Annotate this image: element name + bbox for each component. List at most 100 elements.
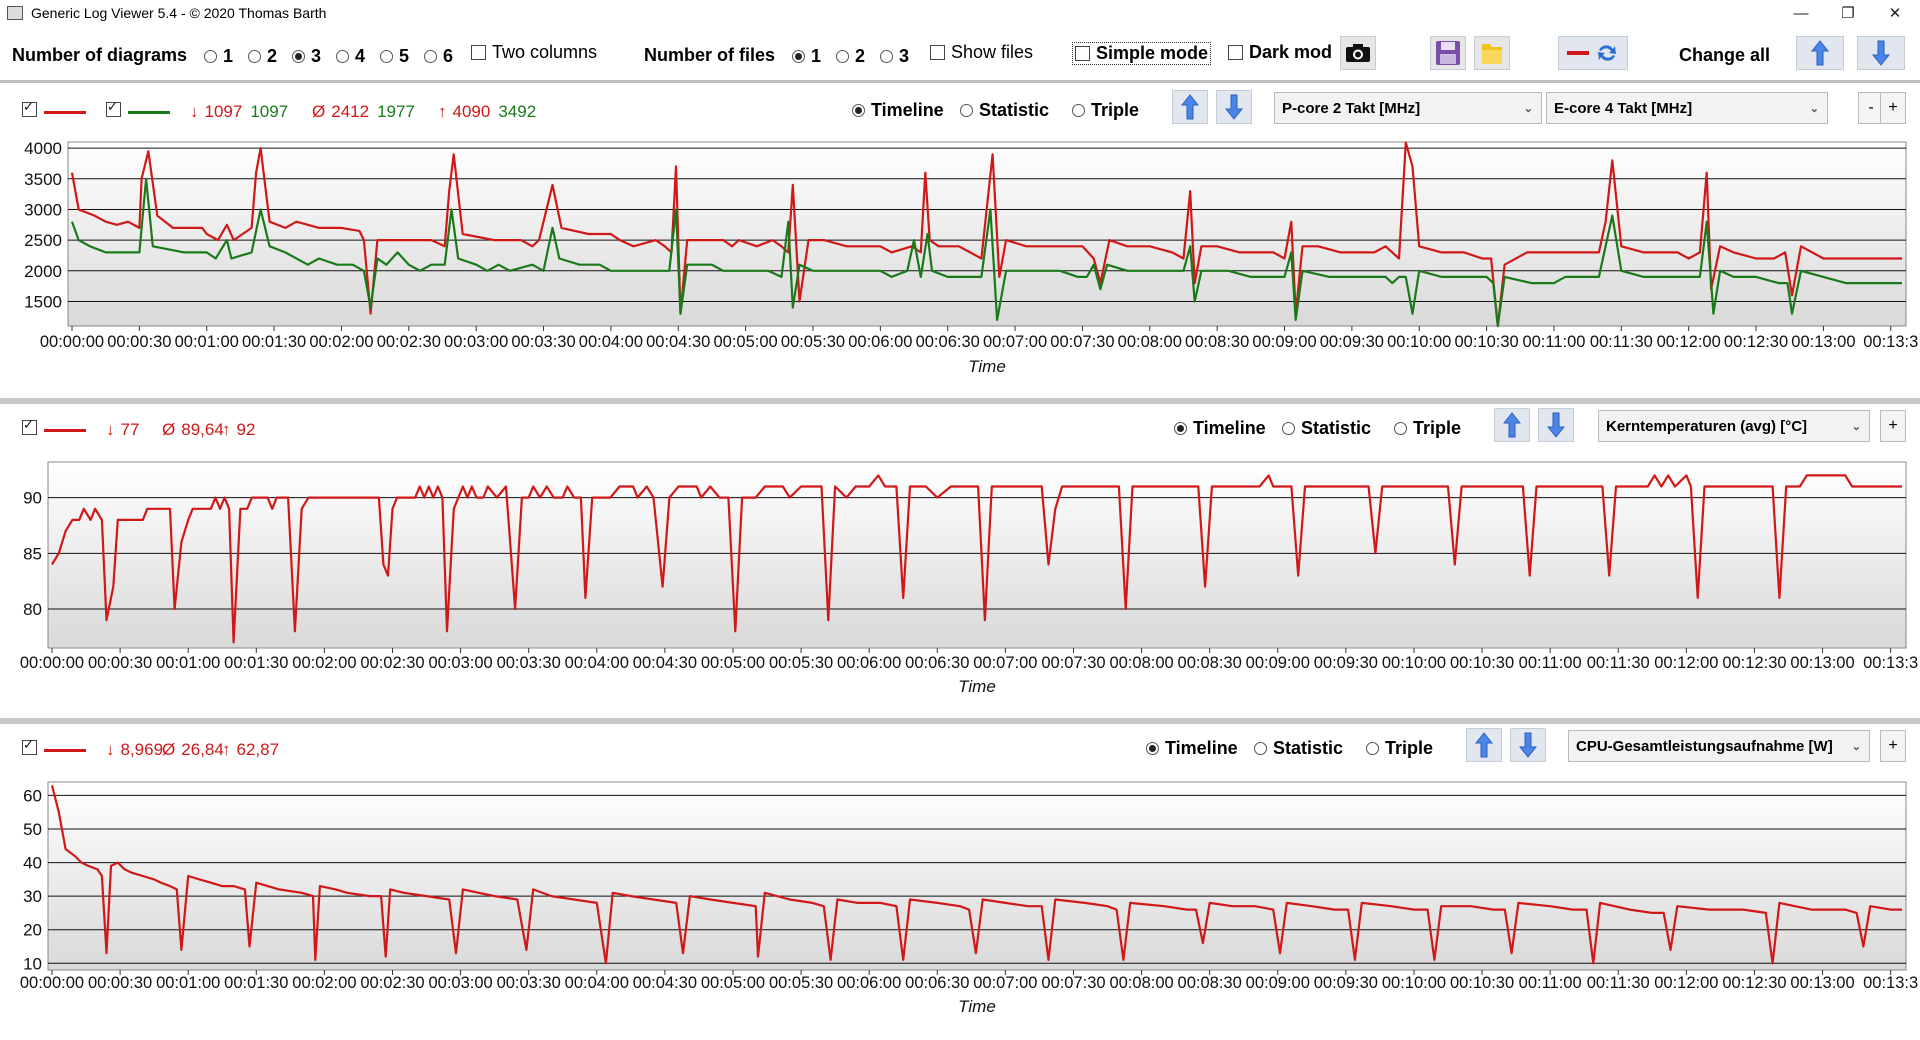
x-tick-label: 00:01:00 bbox=[156, 974, 220, 992]
avg-value: 2412 bbox=[331, 102, 370, 121]
checkbox-box bbox=[1075, 46, 1090, 61]
add-series-button[interactable]: + bbox=[1880, 92, 1906, 124]
y-tick-label: 20 bbox=[23, 921, 42, 940]
two-columns-checkbox[interactable]: Two columns bbox=[471, 42, 597, 63]
show-files-checkbox[interactable]: Show files bbox=[930, 42, 1033, 63]
series-visible-checkbox[interactable] bbox=[22, 737, 43, 755]
radio-dot bbox=[424, 50, 437, 63]
avg-symbol: Ø bbox=[162, 740, 176, 759]
move-diagram-down-button[interactable] bbox=[1538, 408, 1574, 442]
mode-radio-triple[interactable]: Triple bbox=[1072, 100, 1139, 121]
y-tick-label: 30 bbox=[23, 887, 42, 906]
mode-label: Statistic bbox=[1273, 738, 1344, 758]
move-diagram-down-button[interactable] bbox=[1510, 728, 1546, 762]
number-of-files-label: Number of files bbox=[644, 45, 776, 65]
sensor-dropdown[interactable]: Kerntemperaturen (avg) [°C] ⌄ bbox=[1598, 410, 1870, 442]
x-tick-label: 00:02:00 bbox=[309, 333, 373, 351]
move-diagram-up-button[interactable] bbox=[1466, 728, 1502, 762]
min-value-group: ↓ 8,969 bbox=[106, 740, 171, 760]
mode-radio-timeline[interactable]: Timeline bbox=[852, 100, 944, 121]
y-tick-label: 80 bbox=[23, 600, 42, 619]
x-tick-label: 00:02:00 bbox=[292, 654, 356, 672]
arrow-down-icon bbox=[1225, 94, 1243, 120]
x-tick-label: 00:11:30 bbox=[1590, 333, 1653, 351]
diagrams-radio-4[interactable]: 4 bbox=[336, 46, 365, 67]
x-tick-label: 00:06:30 bbox=[916, 333, 980, 351]
maximize-button[interactable]: ❐ bbox=[1841, 5, 1855, 22]
x-tick-label: 00:12:00 bbox=[1657, 333, 1721, 351]
x-tick-label: 00:08:30 bbox=[1185, 333, 1249, 351]
x-tick-label: 00:01:30 bbox=[242, 333, 306, 351]
sensor-dropdown[interactable]: CPU-Gesamtleistungsaufnahme [W] ⌄ bbox=[1568, 730, 1870, 762]
arrow-up-icon bbox=[1475, 732, 1493, 758]
mode-radio-statistic[interactable]: Statistic bbox=[1282, 418, 1371, 439]
sensor-dropdown[interactable]: E-core 4 Takt [MHz] ⌄ bbox=[1546, 92, 1828, 124]
swap-colors-button[interactable] bbox=[1558, 36, 1628, 70]
save-button[interactable] bbox=[1430, 36, 1466, 70]
x-tick-label: 00:13:3 bbox=[1863, 974, 1918, 992]
diagrams-radio-5[interactable]: 5 bbox=[380, 46, 409, 67]
x-tick-label: 00:09:00 bbox=[1246, 654, 1310, 672]
series-visible-checkbox[interactable] bbox=[22, 99, 43, 117]
plot-area bbox=[47, 461, 1907, 649]
add-series-button[interactable]: + bbox=[1880, 410, 1906, 442]
max-value: 92 bbox=[236, 420, 256, 439]
x-tick-label: 00:05:00 bbox=[714, 333, 778, 351]
open-folder-button[interactable] bbox=[1474, 36, 1510, 70]
avg-symbol: Ø bbox=[312, 102, 326, 121]
series-color-line bbox=[128, 111, 170, 114]
diagrams-radio-6[interactable]: 6 bbox=[424, 46, 453, 67]
series-color-line bbox=[44, 749, 86, 752]
swap-icon bbox=[1567, 45, 1616, 61]
simple-mode-label: Simple mode bbox=[1096, 43, 1209, 63]
files-radio-2[interactable]: 2 bbox=[836, 46, 865, 67]
move-diagram-down-button[interactable] bbox=[1216, 90, 1252, 124]
minimize-button[interactable]: — bbox=[1793, 4, 1809, 22]
x-axis-label: Time bbox=[958, 997, 996, 1016]
mode-radio-statistic[interactable]: Statistic bbox=[1254, 738, 1343, 759]
mode-radio-statistic[interactable]: Statistic bbox=[960, 100, 1049, 121]
diagrams-radio-2[interactable]: 2 bbox=[248, 46, 277, 67]
diagrams-radio-3[interactable]: 3 bbox=[292, 46, 321, 67]
change-all-label: Change all bbox=[1679, 45, 1771, 65]
x-tick-label: 00:04:30 bbox=[633, 974, 697, 992]
mode-label: Triple bbox=[1091, 100, 1140, 120]
move-all-up-button[interactable] bbox=[1796, 36, 1844, 70]
add-series-button[interactable]: + bbox=[1880, 730, 1906, 762]
x-tick-label: 00:03:00 bbox=[444, 333, 508, 351]
mode-radio-timeline[interactable]: Timeline bbox=[1174, 418, 1266, 439]
close-button[interactable]: ✕ bbox=[1888, 5, 1902, 22]
min-value: 1097 bbox=[204, 102, 243, 121]
x-tick-label: 00:13:3 bbox=[1863, 654, 1918, 672]
number-of-diagrams-label: Number of diagrams bbox=[12, 45, 188, 65]
checkbox-box bbox=[1228, 45, 1243, 60]
arrow-up-icon bbox=[1811, 40, 1829, 66]
x-tick-label: 00:09:30 bbox=[1320, 333, 1384, 351]
sensor-dropdown-value: P-core 2 Takt [MHz] bbox=[1282, 99, 1421, 117]
files-radio-1[interactable]: 1 bbox=[792, 46, 821, 67]
mode-label: Timeline bbox=[1193, 418, 1266, 438]
mode-radio-triple[interactable]: Triple bbox=[1394, 418, 1461, 439]
chevron-down-icon: ⌄ bbox=[1851, 740, 1861, 753]
mode-radio-triple[interactable]: Triple bbox=[1366, 738, 1433, 759]
diagrams-radio-1[interactable]: 1 bbox=[204, 46, 233, 67]
move-all-down-button[interactable] bbox=[1857, 36, 1905, 70]
sensor-dropdown[interactable]: P-core 2 Takt [MHz] ⌄ bbox=[1274, 92, 1542, 124]
files-radio-3[interactable]: 3 bbox=[880, 46, 909, 67]
series-line-1 bbox=[50, 785, 1902, 965]
series-visible-checkbox[interactable] bbox=[106, 99, 127, 117]
x-tick-label: 00:09:00 bbox=[1246, 974, 1310, 992]
dark-mode-checkbox[interactable]: Dark mod bbox=[1228, 42, 1332, 63]
screenshot-button[interactable] bbox=[1340, 36, 1376, 70]
radio-dot bbox=[836, 50, 849, 63]
move-diagram-up-button[interactable] bbox=[1494, 408, 1530, 442]
series-line-1 bbox=[51, 474, 1902, 644]
min-value-group: ↓ 77 bbox=[106, 420, 147, 440]
radio-dot bbox=[1394, 422, 1407, 435]
series-visible-checkbox[interactable] bbox=[22, 417, 43, 435]
radio-dot bbox=[1254, 742, 1267, 755]
simple-mode-checkbox[interactable]: Simple mode bbox=[1072, 42, 1212, 65]
x-tick-label: 00:03:00 bbox=[428, 974, 492, 992]
move-diagram-up-button[interactable] bbox=[1172, 90, 1208, 124]
mode-radio-timeline[interactable]: Timeline bbox=[1146, 738, 1238, 759]
